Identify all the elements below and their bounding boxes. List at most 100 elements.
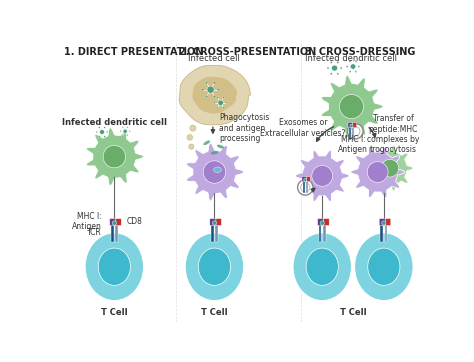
Circle shape [350, 124, 353, 127]
Circle shape [349, 60, 351, 62]
Circle shape [103, 146, 126, 168]
Text: CD8: CD8 [127, 217, 143, 226]
FancyBboxPatch shape [115, 225, 118, 242]
FancyBboxPatch shape [318, 219, 324, 226]
Circle shape [100, 130, 104, 134]
Circle shape [223, 107, 225, 109]
FancyBboxPatch shape [215, 225, 218, 242]
Polygon shape [321, 75, 383, 138]
Circle shape [217, 97, 219, 98]
Polygon shape [351, 146, 405, 198]
Circle shape [330, 73, 332, 75]
Ellipse shape [210, 151, 218, 155]
Circle shape [122, 127, 124, 128]
Circle shape [217, 88, 219, 91]
Circle shape [355, 60, 357, 62]
Text: Transfer of
peptide:MHC
complexes by
trogocytosis: Transfer of peptide:MHC complexes by tro… [367, 114, 419, 155]
Text: MHC I:
Antigen: MHC I: Antigen [72, 212, 102, 231]
Polygon shape [186, 143, 244, 201]
Circle shape [298, 180, 313, 195]
Circle shape [120, 131, 121, 132]
Text: 2. CROSS-PRESENTATION: 2. CROSS-PRESENTATION [179, 47, 316, 56]
Circle shape [358, 66, 360, 67]
Circle shape [217, 107, 219, 109]
Circle shape [327, 67, 329, 69]
FancyBboxPatch shape [353, 122, 357, 128]
FancyBboxPatch shape [323, 225, 326, 242]
Circle shape [213, 95, 216, 98]
Circle shape [122, 135, 124, 136]
FancyBboxPatch shape [324, 219, 329, 226]
Polygon shape [179, 65, 250, 125]
Text: T Cell: T Cell [101, 308, 128, 317]
Circle shape [205, 157, 209, 161]
FancyBboxPatch shape [109, 219, 116, 226]
Circle shape [337, 62, 339, 63]
FancyBboxPatch shape [303, 181, 305, 193]
Ellipse shape [293, 233, 352, 300]
Circle shape [99, 136, 100, 137]
Circle shape [197, 152, 201, 157]
Polygon shape [192, 77, 237, 114]
Circle shape [127, 127, 128, 128]
Circle shape [96, 131, 98, 133]
Ellipse shape [368, 248, 400, 285]
Ellipse shape [214, 167, 221, 172]
Circle shape [349, 71, 351, 72]
Ellipse shape [98, 248, 130, 285]
Circle shape [99, 127, 100, 128]
Text: MHC I:
Antigen: MHC I: Antigen [338, 135, 368, 155]
Circle shape [337, 73, 339, 75]
Text: Infected dendritic cell: Infected dendritic cell [62, 118, 167, 127]
Ellipse shape [198, 248, 230, 285]
Circle shape [382, 221, 386, 225]
Circle shape [205, 82, 208, 84]
Circle shape [301, 183, 310, 192]
FancyBboxPatch shape [385, 219, 391, 226]
Circle shape [201, 88, 204, 91]
Text: 3. CROSS-DRESSING: 3. CROSS-DRESSING [305, 47, 416, 56]
Circle shape [104, 136, 105, 137]
Ellipse shape [217, 145, 224, 148]
FancyBboxPatch shape [111, 225, 114, 242]
FancyBboxPatch shape [216, 219, 221, 226]
Text: Exosomes or
Extracellular vesicles?: Exosomes or Extracellular vesicles? [260, 118, 346, 138]
Ellipse shape [306, 248, 338, 285]
Circle shape [350, 64, 356, 69]
Ellipse shape [185, 233, 244, 300]
Text: TCR: TCR [87, 228, 102, 237]
Circle shape [104, 127, 105, 128]
Text: Phagocytosis
and antigen
processing: Phagocytosis and antigen processing [219, 113, 269, 143]
Circle shape [339, 94, 364, 119]
Circle shape [213, 82, 216, 84]
Text: 1. DIRECT PRESENTATION: 1. DIRECT PRESENTATION [64, 47, 203, 56]
Circle shape [223, 97, 225, 98]
Circle shape [347, 123, 363, 139]
Circle shape [381, 159, 399, 177]
FancyBboxPatch shape [210, 219, 216, 226]
FancyBboxPatch shape [380, 225, 383, 242]
Circle shape [330, 62, 332, 63]
FancyBboxPatch shape [306, 177, 310, 182]
Circle shape [112, 221, 117, 225]
FancyBboxPatch shape [352, 127, 354, 140]
Circle shape [207, 86, 214, 93]
Ellipse shape [85, 233, 144, 300]
Circle shape [346, 66, 348, 67]
Circle shape [127, 135, 128, 136]
Text: Infected cell: Infected cell [189, 54, 240, 63]
Circle shape [205, 95, 208, 98]
Text: Infected dendritic cell: Infected dendritic cell [306, 54, 398, 63]
FancyBboxPatch shape [349, 127, 351, 140]
Text: T Cell: T Cell [201, 308, 228, 317]
FancyBboxPatch shape [384, 225, 387, 242]
Circle shape [226, 102, 228, 104]
Circle shape [340, 67, 342, 69]
Circle shape [351, 127, 360, 136]
Circle shape [212, 221, 217, 225]
Text: T Cell: T Cell [340, 308, 366, 317]
Circle shape [190, 125, 196, 131]
Circle shape [189, 144, 194, 149]
Circle shape [129, 131, 130, 132]
FancyBboxPatch shape [116, 219, 121, 226]
